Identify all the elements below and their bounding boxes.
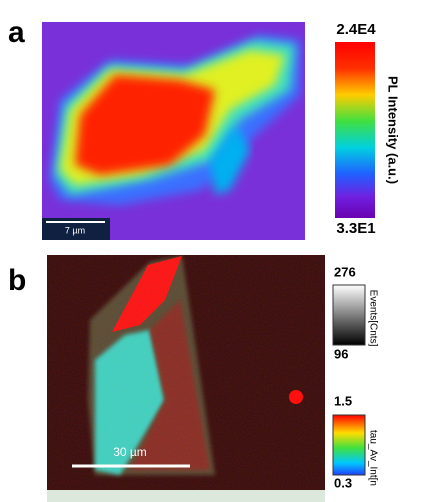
colorbar-min: 0.3: [334, 475, 352, 490]
colorbar-title: PL Intensity (a.u.): [386, 76, 401, 184]
colorbar-min: 3.3E1: [336, 220, 375, 237]
colorbar: [335, 42, 375, 218]
panel-label: b: [8, 264, 26, 297]
flim-image: [47, 255, 325, 490]
colorbar-max: 2.4E4: [336, 21, 376, 38]
pl-image: [42, 22, 305, 240]
scale-bar-label: 7 µm: [65, 225, 85, 235]
colorbar-max: 276: [334, 264, 356, 279]
scale-bar-label: 30 µm: [113, 445, 147, 459]
colorbar: [333, 415, 365, 475]
colorbar-title: Events[Cnts]: [367, 290, 378, 347]
figure: a 7 µm 2.4E4 3.3E1 PL Intensity (a.u.) b…: [0, 0, 427, 502]
colorbar-min: 96: [334, 346, 348, 361]
panel-label: a: [8, 16, 25, 49]
colorbar-max: 1.5: [334, 393, 352, 408]
colorbar-title: tau_Av_Int[n: [367, 430, 378, 486]
colorbar: [333, 285, 365, 345]
